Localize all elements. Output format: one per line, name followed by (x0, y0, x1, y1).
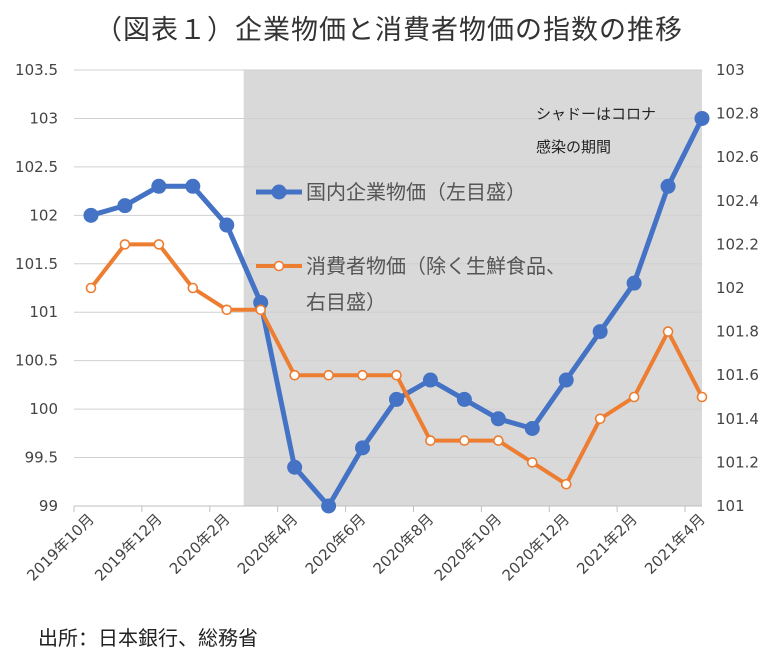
y-right-tick-label: 103 (716, 61, 745, 79)
data-point (456, 391, 472, 407)
data-point (459, 435, 470, 446)
data-point (526, 457, 538, 468)
data-point (696, 391, 708, 403)
legend-label-2: 消費者物価（除く生鮮食品、 (306, 254, 566, 278)
y-right-tick-label: 102.4 (716, 192, 759, 210)
y-right-tick-label: 101.6 (716, 366, 759, 384)
y-right-tick-label: 102 (716, 279, 745, 297)
data-point (289, 369, 300, 381)
data-point (323, 369, 334, 381)
x-tick-label: 2021年4月 (641, 510, 709, 578)
data-point (662, 326, 674, 337)
legend-label-1: 国内企業物価（左目盛） (306, 180, 526, 204)
y-right-tick-label: 101 (716, 497, 745, 515)
shade-annotation: シャドーはコロナ (536, 105, 656, 123)
y-right-tick-label: 101.8 (716, 323, 759, 341)
data-point (219, 217, 235, 233)
data-point (524, 420, 540, 436)
data-point (287, 459, 303, 475)
x-tick-label: 2020年4月 (234, 510, 302, 578)
data-point (83, 207, 99, 223)
data-point (185, 178, 201, 194)
y-left-tick-label: 102 (29, 206, 58, 224)
data-point (153, 239, 165, 250)
data-point (119, 239, 131, 250)
legend-marker-1 (271, 184, 287, 200)
shaded-region (243, 70, 702, 506)
y-left-tick-label: 99 (39, 497, 58, 515)
x-tick-label: 2020年12月 (499, 510, 573, 584)
chart-title: （図表１）企業物価と消費者物価の指数の推移 (95, 15, 683, 46)
y-left-tick-label: 101.5 (15, 255, 58, 273)
data-point (151, 178, 167, 194)
data-point (592, 324, 608, 340)
data-point (85, 282, 97, 294)
data-point (425, 435, 436, 446)
x-tick-label: 2020年10月 (431, 510, 505, 584)
data-point (594, 413, 606, 425)
y-left-tick-label: 100 (29, 400, 58, 418)
data-point (422, 372, 438, 388)
data-point (490, 411, 506, 427)
data-point (357, 369, 368, 381)
data-point (493, 435, 504, 446)
shade-annotation-cont: 感染の期間 (536, 138, 611, 156)
x-tick-label: 2021年2月 (573, 510, 641, 578)
y-left-tick-label: 99.5 (25, 449, 58, 467)
data-point (255, 304, 267, 316)
y-left-tick-label: 103 (29, 109, 58, 127)
x-tick-label: 2020年6月 (302, 510, 370, 578)
data-point (628, 391, 640, 403)
data-point (388, 391, 404, 407)
x-tick-label: 2019年10月 (23, 510, 97, 584)
x-tick-label: 2019年12月 (91, 510, 165, 584)
legend-marker-2 (273, 260, 285, 272)
data-point (355, 440, 371, 456)
y-left-tick-label: 102.5 (15, 158, 58, 176)
source-note: 出所：日本銀行、総務省 (38, 626, 258, 650)
data-point (560, 478, 572, 490)
data-point (626, 275, 642, 291)
y-right-tick-label: 102.8 (716, 105, 759, 123)
y-right-tick-label: 101.4 (716, 410, 759, 428)
x-tick-label: 2020年8月 (370, 510, 438, 578)
y-right-tick-label: 101.2 (716, 453, 759, 471)
data-point (660, 178, 676, 194)
data-point (694, 110, 710, 126)
x-tick-label: 2020年2月 (166, 510, 234, 578)
y-right-tick-label: 102.2 (716, 235, 759, 253)
y-left-tick-label: 103.5 (15, 61, 58, 79)
y-left-tick-label: 101 (29, 303, 58, 321)
data-point (321, 498, 337, 514)
data-point (558, 372, 574, 388)
data-point (187, 282, 199, 294)
y-left-tick-label: 100.5 (15, 352, 58, 370)
data-point (117, 198, 133, 214)
data-point (221, 304, 233, 316)
legend-label-2-cont: 右目盛） (306, 290, 386, 314)
data-point (391, 369, 402, 381)
y-right-tick-label: 102.6 (716, 148, 759, 166)
